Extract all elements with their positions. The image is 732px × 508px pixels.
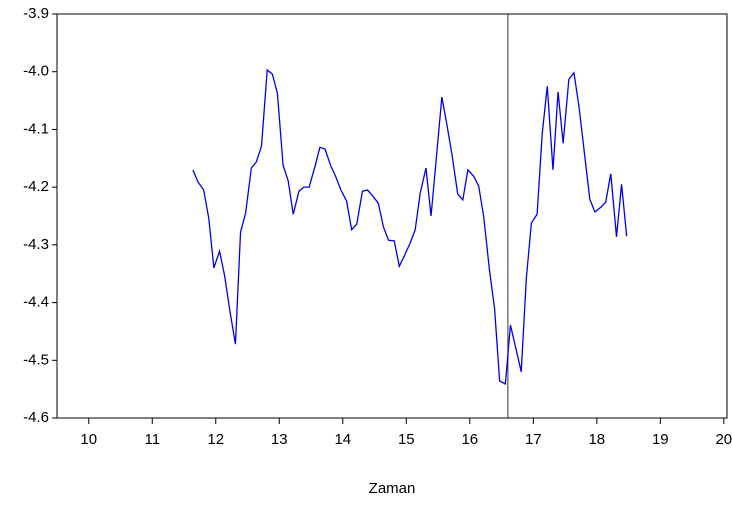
y-tick-label: -4.1	[23, 120, 49, 137]
y-tick-label: -4.6	[23, 409, 49, 426]
x-axis-label: Zaman	[369, 480, 416, 497]
x-tick-label: 14	[334, 431, 351, 448]
y-tick-label: -4.2	[23, 178, 49, 195]
y-tick-label: -3.9	[23, 5, 49, 22]
x-tick-label: 13	[271, 431, 288, 448]
y-tick-label: -4.4	[23, 294, 49, 311]
x-tick-label: 10	[80, 431, 97, 448]
x-tick-label: 15	[398, 431, 415, 448]
x-tick-label: 18	[588, 431, 605, 448]
x-tick-label: 19	[652, 431, 669, 448]
data-line	[192, 68, 628, 385]
x-tick-label: 20	[715, 431, 732, 448]
plot-frame	[56, 13, 728, 419]
y-tick-label: -4.0	[23, 63, 49, 80]
y-tick-label: -4.5	[23, 351, 49, 368]
x-tick-label: 11	[144, 431, 160, 448]
y-tick-label: -4.3	[23, 236, 49, 253]
x-tick-label: 16	[461, 431, 478, 448]
x-tick-label: 17	[525, 431, 542, 448]
x-tick-label: 12	[207, 431, 224, 448]
